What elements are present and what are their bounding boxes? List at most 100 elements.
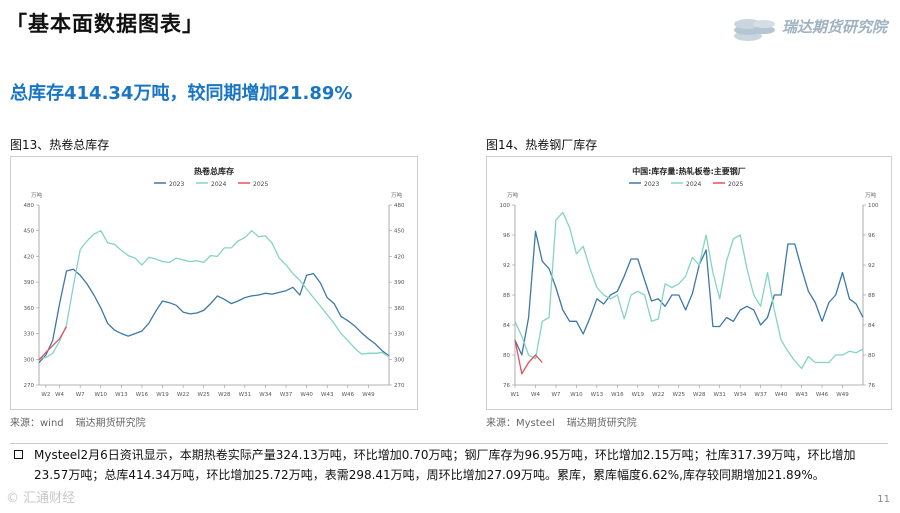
y-tick-label-right: 100 [868,203,879,209]
x-tick-label: W40 [775,392,788,398]
chart-13-frame: 热卷总库存 2023 2024 2025 万吨 万吨 270 270 300 300 330 330 3… [10,156,418,410]
y-tick-label-left: 360 [24,306,35,312]
y-tick-label-right: 84 [868,323,875,329]
divider [10,443,888,444]
y-tick-label-right: 390 [394,280,405,286]
y-tick-label-right: 300 [394,357,405,363]
y-tick-label-left: 390 [24,280,35,286]
chart-14-mill-inventory: 中国:库存量:热轧板卷:主要钢厂 2023 2024 2025 万吨 万吨 76 76 80 80… [500,166,879,398]
x-tick-label: W37 [280,392,293,398]
y-tick-label-left: 76 [503,383,510,389]
figure-14-source: 来源：Mysteel 瑞达期货研究院 [486,414,637,429]
y-tick-label-right: 480 [394,203,405,209]
x-tick-label: W10 [95,392,108,398]
figure-13-source-label: 来源：wind [10,418,64,429]
y-tick-label-left: 300 [24,357,35,363]
y-axis-unit-right: 万吨 [391,191,403,199]
x-tick-label: W49 [836,392,849,398]
brand-logo-text: 瑞达期货研究院 [782,18,888,36]
y-tick-label-left: 96 [503,233,510,239]
y-tick-label-left: 80 [503,353,510,359]
y-tick-label-right: 80 [868,353,875,359]
chart-title: 热卷总库存 [194,166,234,176]
figure-13-source: 来源：wind 瑞达期货研究院 [10,414,146,429]
x-tick-label: W25 [197,392,210,398]
y-tick-label-left: 330 [24,332,35,338]
x-tick-label: W16 [611,392,624,398]
x-tick-label: W49 [362,392,375,398]
x-tick-label: W22 [177,392,189,398]
y-tick-label-right: 360 [394,306,405,312]
legend-label-2024: 2024 [686,181,701,188]
x-tick-label: W31 [239,392,251,398]
y-tick-label-right: 92 [868,263,875,269]
figure-13-source-org: 瑞达期货研究院 [75,418,146,429]
legend-label-2025: 2025 [728,181,743,188]
x-tick-label: W46 [816,392,829,398]
legend-label-2023: 2023 [169,181,184,188]
x-tick-label: W37 [754,392,767,398]
brand-logo: 瑞达期货研究院 [730,6,898,46]
figure-13-caption: 图13、热卷总库存 [10,138,110,152]
y-tick-label-right: 76 [868,383,875,389]
x-tick-label: W16 [136,392,149,398]
x-tick-label: W19 [632,392,645,398]
legend-label-2023: 2023 [644,181,659,188]
x-tick-label: W19 [156,392,169,398]
x-tick-label: W22 [652,392,664,398]
y-tick-label-left: 270 [24,383,35,389]
figure-14-caption: 图14、热卷钢厂库存 [486,138,598,152]
y-tick-label-right: 88 [868,293,875,299]
page-number: 11 [877,494,890,505]
figure-14-source-label: 来源：Mysteel [486,418,555,429]
y-tick-label-left: 92 [503,263,510,269]
y-tick-label-right: 450 [394,229,405,235]
x-tick-label: W7 [551,392,560,398]
x-tick-label: W4 [55,392,64,398]
y-tick-label-left: 480 [24,203,35,209]
bullet-square-icon [14,450,23,459]
x-tick-label: W46 [342,392,355,398]
chart-14-frame: 中国:库存量:热轧板卷:主要钢厂 2023 2024 2025 万吨 万吨 76 76 80 80… [486,156,892,410]
x-tick-label: W4 [531,392,540,398]
x-tick-label: W43 [795,392,808,398]
page-title: 「基本面数据图表」 [6,12,204,36]
legend-label-2024: 2024 [211,181,226,188]
x-tick-label: W28 [218,392,231,398]
y-tick-label-right: 96 [868,233,875,239]
x-tick-label: W13 [115,392,128,398]
series-line-2023 [38,268,390,364]
y-axis-unit-right: 万吨 [865,191,877,199]
y-axis-unit-left: 万吨 [507,191,519,199]
y-tick-label-left: 84 [503,323,510,329]
x-tick-label: W40 [300,392,313,398]
x-tick-label: W34 [734,392,747,398]
x-tick-label: W13 [591,392,604,398]
x-tick-label: W43 [321,392,334,398]
summary-paragraph: Mysteel2月6日资讯显示，本期热卷实际产量324.13万吨，环比增加0.7… [34,448,856,482]
y-tick-label-right: 270 [394,383,405,389]
x-tick-label: W1 [511,392,520,398]
y-tick-label-left: 88 [503,293,510,299]
series-line-2024 [514,211,864,370]
coin-stack-icon [734,19,775,41]
y-axis-unit-left: 万吨 [31,191,43,199]
series-line-2025 [38,326,68,361]
y-tick-label-left: 420 [24,254,35,260]
series-line-2023 [514,230,864,356]
chart-13-total-inventory: 热卷总库存 2023 2024 2025 万吨 万吨 270 270 300 300 330 330 3… [24,166,405,398]
legend-label-2025: 2025 [253,181,268,188]
x-tick-label: W7 [76,392,85,398]
chart-title: 中国:库存量:热轧板卷:主要钢厂 [632,166,746,176]
watermark: © 汇通财经 [6,491,76,506]
x-tick-label: W25 [673,392,686,398]
y-tick-label-right: 330 [394,332,405,338]
y-tick-label-right: 420 [394,254,405,260]
y-tick-label-left: 100 [500,203,511,209]
series-line-2025 [514,339,543,375]
x-tick-label: W10 [570,392,583,398]
x-tick-label: W31 [713,392,725,398]
figure-14-source-org: 瑞达期货研究院 [566,418,637,429]
y-tick-label-left: 450 [24,229,35,235]
headline: 总库存414.34万吨，较同期增加21.89% [10,83,353,104]
